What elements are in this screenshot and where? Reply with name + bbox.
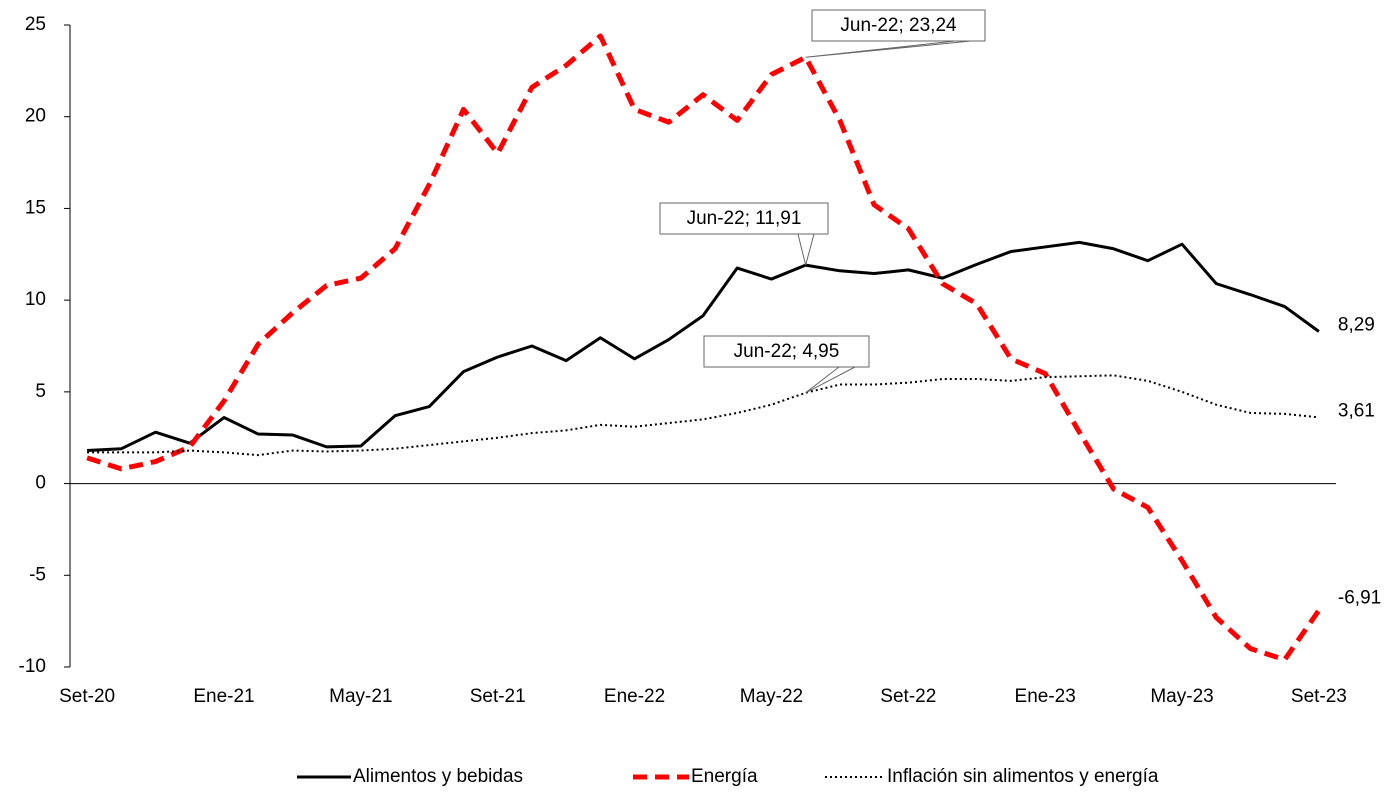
data-label: 3,61: [1338, 400, 1375, 421]
y-tick-label: 10: [25, 289, 46, 310]
data-label: Jun-22; 23,24: [840, 15, 957, 36]
x-tick-label: May-22: [740, 686, 803, 707]
data-label: 8,29: [1338, 315, 1375, 336]
y-tick-label: -5: [29, 564, 46, 585]
legend-label: Inflación sin alimentos y energía: [887, 766, 1159, 787]
y-tick-label: 5: [35, 381, 46, 402]
y-tick-label: 15: [25, 197, 46, 218]
callout-leader: [805, 366, 856, 394]
y-tick-label: 25: [25, 14, 46, 35]
legend-label: Energía: [691, 766, 758, 787]
series-line: [87, 240, 1320, 453]
x-tick-label: Set-23: [1291, 686, 1347, 707]
legend-label: Alimentos y bebidas: [353, 766, 523, 787]
x-tick-label: Set-20: [59, 686, 115, 707]
callout-leader: [805, 40, 972, 58]
x-tick-label: Set-22: [880, 686, 936, 707]
y-tick-label: 0: [35, 473, 46, 494]
x-tick-label: Ene-21: [193, 686, 254, 707]
callout-box: [659, 202, 829, 235]
x-tick-label: Ene-22: [604, 686, 665, 707]
series-line: [87, 374, 1319, 457]
x-tick-label: Set-21: [470, 686, 526, 707]
data-label: -6,91: [1338, 587, 1381, 608]
x-tick-label: May-21: [329, 686, 392, 707]
y-tick-label: -10: [19, 656, 46, 677]
series-line: [86, 33, 1321, 663]
data-label: Jun-22; 11,91: [687, 208, 802, 229]
callout-leader: [797, 233, 815, 266]
x-tick-label: Ene-23: [1015, 686, 1076, 707]
callout-box: [811, 9, 986, 42]
y-tick-label: 20: [25, 106, 46, 127]
x-tick-label: May-23: [1150, 686, 1213, 707]
data-label: Jun-22; 4,95: [734, 341, 840, 362]
callout-box: [703, 335, 870, 368]
